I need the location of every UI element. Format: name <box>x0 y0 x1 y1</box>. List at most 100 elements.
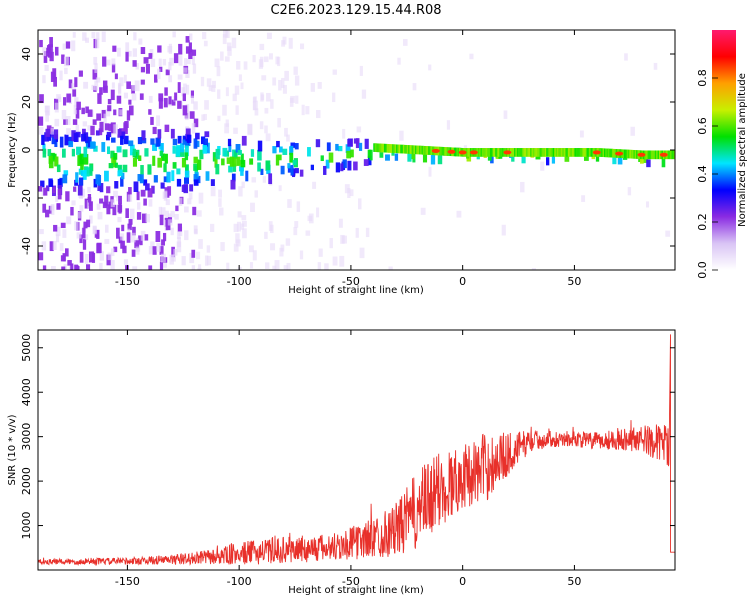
spectrogram-cell <box>79 205 84 212</box>
spectrogram-cell <box>148 95 153 103</box>
spectrogram-cell <box>206 78 212 87</box>
spectrogram-cell <box>149 49 154 57</box>
spectrogram-cell <box>201 114 205 121</box>
spectrogram-band-cell <box>532 148 536 157</box>
spectrogram-cell <box>332 69 337 75</box>
spectrogram-cell <box>77 184 83 196</box>
spectrogram-cell <box>365 227 370 238</box>
spectrogram-cell <box>186 134 192 143</box>
spectrogram-cell <box>99 262 103 270</box>
spectrogram-cell <box>158 97 163 109</box>
spectrogram-cell <box>163 176 169 183</box>
spectrogram-cell <box>87 136 92 148</box>
spectrogram-cell <box>287 199 292 208</box>
spectrogram-band-cell <box>404 144 407 154</box>
spectrogram-cell <box>240 82 244 90</box>
spectrogram-cell <box>345 144 351 153</box>
spectrogram-cell <box>78 177 84 186</box>
spectrogram-cell <box>198 239 203 249</box>
spectrogram-cell <box>99 198 104 204</box>
spectrogram-cell <box>157 68 161 80</box>
spectrogram-cell <box>111 58 116 66</box>
spectrogram-cell <box>84 198 89 209</box>
spectrogram-cell <box>379 152 384 158</box>
spectrogram-cell <box>233 223 239 233</box>
spectrogram-cell <box>293 66 298 75</box>
spectrogram-cell <box>159 214 164 226</box>
spectrogram-band-cell <box>666 150 670 160</box>
spectrogram-cell <box>191 123 196 134</box>
spectrogram-cell <box>152 246 157 255</box>
spectrogram-band-cell <box>555 148 559 157</box>
spectrogram-cell <box>624 53 628 61</box>
spectrogram-cell <box>144 234 149 241</box>
spectrogram-cell <box>238 186 243 197</box>
spectrogram-cell <box>92 69 98 80</box>
spectrogram-cell <box>159 261 164 270</box>
spectrogram-cell <box>168 96 172 105</box>
spectrogram-cell <box>235 144 241 153</box>
spectrogram-y-axis-label: Frequency (Hz) <box>7 112 18 188</box>
spectrogram-cell <box>270 243 276 251</box>
spectrogram-cell <box>277 117 281 128</box>
spectrogram-cell <box>156 242 161 252</box>
spectrogram-cell <box>104 238 110 244</box>
spectrogram-cell <box>39 39 43 48</box>
spectrogram-cell <box>287 163 291 169</box>
spectrogram-cell <box>119 169 123 176</box>
spectrogram-cell <box>49 37 53 48</box>
spectrogram-band-cell <box>583 148 587 157</box>
spectrogram-cell <box>157 45 162 53</box>
spectrogram-cell <box>222 147 228 157</box>
spectrogram-band-cell <box>585 148 588 157</box>
spectrogram-cell <box>65 41 71 49</box>
spectrogram-cell <box>182 67 188 73</box>
spectrogram-cell <box>340 163 344 172</box>
spectrogram-cell <box>141 130 146 141</box>
spectrogram-cell <box>430 154 436 165</box>
spectrogram-y-ticks: -40 -20 0 20 40 <box>20 47 675 255</box>
spectrogram-cell <box>163 97 168 108</box>
spectrogram-cell <box>210 179 215 186</box>
spectrogram-cell <box>136 212 142 220</box>
spectrogram-cell <box>228 165 233 173</box>
spectrogram-band-cell <box>607 148 611 158</box>
spectrogram-cell <box>61 266 66 270</box>
spectrogram-band-cell <box>497 148 501 157</box>
x-tick-label: 0 <box>459 275 466 288</box>
spectrogram-cell <box>117 47 121 57</box>
y-tick-label: -20 <box>20 189 33 207</box>
spectrogram-peak <box>469 150 478 155</box>
spectrogram-cell <box>171 99 176 106</box>
colorbar-tick-label: 0.2 <box>696 213 709 231</box>
spectrogram-band-cell <box>634 150 638 159</box>
spectrogram-cell <box>131 249 136 257</box>
spectrogram-cell <box>262 176 266 183</box>
spectrogram-cell <box>181 157 187 168</box>
spectrogram-band-cell <box>563 148 567 157</box>
spectrogram-band-cell <box>414 145 418 155</box>
snr-series-line <box>38 334 675 567</box>
spectrogram-cell <box>59 70 63 81</box>
spectrogram-cell <box>203 138 208 147</box>
spectrogram-cell <box>236 61 241 70</box>
spectrogram-band-cell <box>401 144 404 154</box>
spectrogram-cell <box>106 204 111 215</box>
spectrogram-cell <box>96 243 101 254</box>
spectrogram-cell <box>150 241 155 250</box>
spectrogram-cell <box>83 146 88 158</box>
spectrogram-cell <box>94 63 98 73</box>
spectrogram-cell <box>156 115 161 126</box>
spectrogram-cell <box>165 69 170 76</box>
spectrogram-cell <box>241 220 247 227</box>
spectrogram-peak <box>503 150 512 155</box>
spectrogram-cell <box>43 56 48 63</box>
spectrogram-cell <box>236 221 242 232</box>
spectrogram-cell <box>206 245 211 253</box>
spectrogram-band-cell <box>441 146 445 156</box>
spectrogram-cell <box>224 56 230 62</box>
spectrogram-band-cell <box>530 148 533 157</box>
spectrogram-cell <box>264 107 269 114</box>
spectrogram-cell <box>277 56 281 67</box>
spectrogram-cell <box>202 145 207 154</box>
